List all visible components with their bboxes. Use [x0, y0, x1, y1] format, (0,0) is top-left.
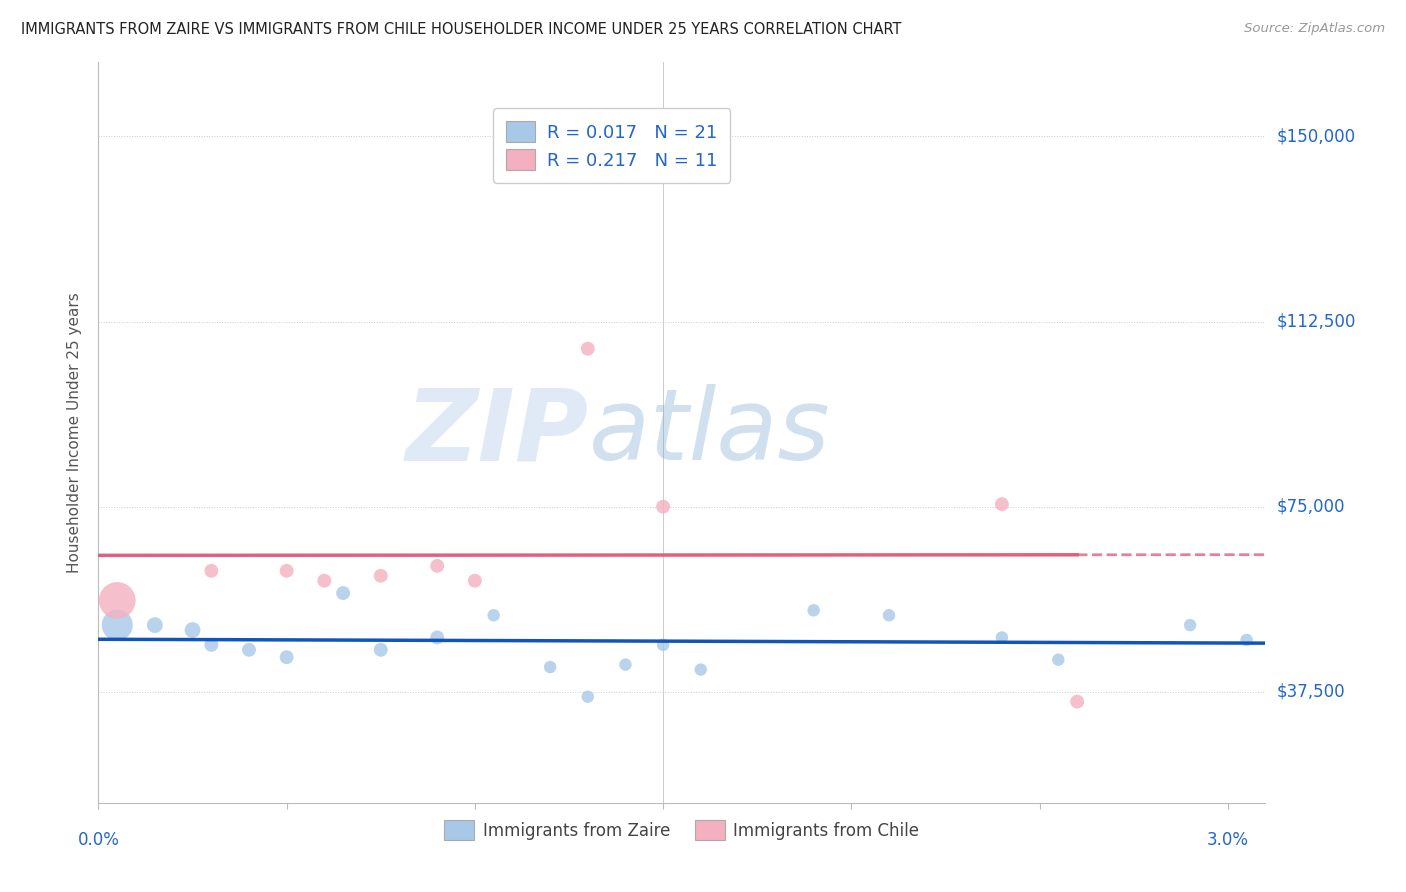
Text: IMMIGRANTS FROM ZAIRE VS IMMIGRANTS FROM CHILE HOUSEHOLDER INCOME UNDER 25 YEARS: IMMIGRANTS FROM ZAIRE VS IMMIGRANTS FROM…	[21, 22, 901, 37]
Point	[576, 342, 599, 356]
Point	[105, 618, 128, 632]
Text: $112,500: $112,500	[1277, 312, 1355, 331]
Text: atlas: atlas	[589, 384, 830, 481]
Point	[314, 574, 336, 588]
Point	[652, 638, 675, 652]
Text: $150,000: $150,000	[1277, 128, 1355, 145]
Text: ZIP: ZIP	[405, 384, 589, 481]
Point	[370, 642, 392, 657]
Point	[276, 650, 298, 665]
Point	[652, 500, 675, 514]
Point	[426, 631, 449, 645]
Text: $75,000: $75,000	[1277, 498, 1346, 516]
Point	[877, 608, 900, 623]
Point	[276, 564, 298, 578]
Legend: Immigrants from Zaire, Immigrants from Chile: Immigrants from Zaire, Immigrants from C…	[437, 814, 927, 847]
Y-axis label: Householder Income Under 25 years: Householder Income Under 25 years	[67, 293, 83, 573]
Point	[464, 574, 486, 588]
Point	[538, 660, 561, 674]
Point	[991, 497, 1014, 511]
Point	[181, 623, 204, 637]
Text: 0.0%: 0.0%	[77, 830, 120, 848]
Point	[200, 564, 222, 578]
Point	[1066, 695, 1088, 709]
Point	[1178, 618, 1201, 632]
Point	[482, 608, 505, 623]
Point	[105, 593, 128, 607]
Point	[332, 586, 354, 600]
Point	[1236, 632, 1258, 647]
Point	[238, 642, 260, 657]
Text: Source: ZipAtlas.com: Source: ZipAtlas.com	[1244, 22, 1385, 36]
Point	[991, 631, 1014, 645]
Point	[426, 558, 449, 573]
Text: $37,500: $37,500	[1277, 682, 1346, 701]
Point	[200, 638, 222, 652]
Point	[689, 663, 711, 677]
Text: 3.0%: 3.0%	[1206, 830, 1249, 848]
Point	[1047, 653, 1070, 667]
Point	[803, 603, 825, 617]
Point	[614, 657, 637, 672]
Point	[370, 568, 392, 582]
Point	[576, 690, 599, 704]
Point	[143, 618, 166, 632]
